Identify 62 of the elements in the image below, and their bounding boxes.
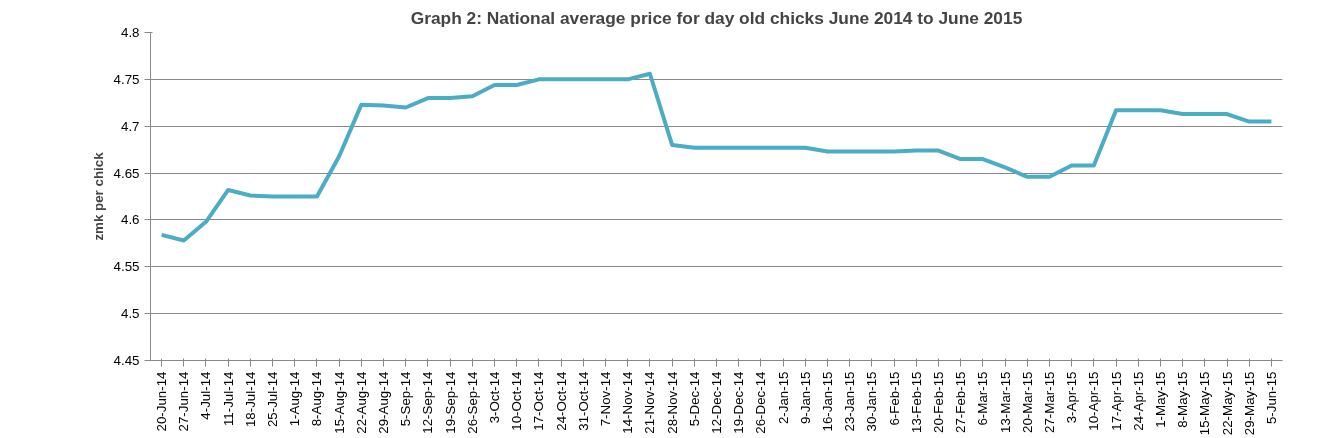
x-tick-label: 20-Feb-15 [930, 371, 946, 433]
x-tick-label: 3-Apr-15 [1064, 371, 1080, 424]
x-tick-label: 8-Aug-14 [309, 370, 325, 427]
x-tick-label: 4-Jul-14 [198, 370, 214, 420]
y-tick-label: 4.75 [113, 71, 140, 87]
x-tick-label: 22-May-15 [1219, 371, 1235, 436]
x-tick-label: 18-Jul-14 [242, 370, 258, 428]
x-tick-label: 10-Apr-15 [1086, 371, 1102, 431]
x-tick-label: 12-Dec-14 [709, 370, 724, 434]
x-tick-label: 23-Jan-15 [842, 371, 858, 432]
x-tick-label: 13-Mar-15 [997, 371, 1013, 433]
x-tick-label: 31-Oct-14 [575, 370, 591, 431]
x-tick-label: 19-Sep-14 [442, 370, 458, 434]
x-tick-label: 3-Oct-14 [487, 370, 503, 424]
x-tick-label: 25-Jul-14 [265, 370, 281, 428]
x-tick-label: 12-Sep-14 [420, 370, 436, 434]
x-tick-label: 13-Feb-15 [908, 371, 924, 433]
x-tick-label: 28-Nov-14 [664, 370, 680, 434]
x-tick-label: 19-Dec-14 [731, 370, 747, 434]
x-tick-label: 15-May-15 [1197, 371, 1213, 436]
x-tick-label: 21-Nov-14 [642, 370, 658, 434]
x-tick-label: 9-Jan-15 [797, 371, 813, 425]
x-tick-label: 10-Oct-14 [509, 370, 525, 431]
x-tick-label: 16-Jan-15 [819, 371, 835, 432]
x-tick-label: 17-Oct-14 [531, 370, 547, 431]
x-tick-label: 5-Sep-14 [398, 370, 414, 427]
chart-title: Graph 2: National average price for day old chicks June 2014 to June 2015 [410, 7, 1023, 28]
x-tick-label: 17-Apr-15 [1108, 371, 1124, 431]
x-tick-label: 8-May-15 [1175, 371, 1191, 428]
x-tick-label: 30-Jan-15 [864, 371, 880, 432]
x-tick-label: 5-Dec-14 [686, 370, 702, 427]
x-tick-label: 26-Dec-14 [753, 370, 769, 434]
x-tick-label: 1-May-15 [1152, 371, 1168, 428]
x-tick-label: 7-Nov-14 [598, 370, 614, 427]
y-tick-label: 4.65 [113, 165, 140, 181]
y-tick-label: 4.45 [113, 353, 140, 368]
y-tick-label: 4.6 [120, 212, 140, 228]
x-tick-label: 11-Jul-14 [220, 370, 236, 427]
y-tick-label: 4.55 [113, 259, 140, 275]
y-tick-label: 4.8 [120, 25, 140, 40]
x-tick-label: 15-Aug-14 [331, 370, 347, 434]
x-tick-label: 29-May-15 [1241, 371, 1257, 436]
x-tick-label: 20-Jun-14 [154, 370, 170, 432]
x-tick-label: 27-Mar-15 [1041, 371, 1057, 433]
x-tick-label: 5-Jun-15 [1263, 371, 1279, 425]
x-tick-label: 6-Mar-15 [975, 371, 991, 426]
x-tick-label: 1-Aug-14 [287, 370, 303, 427]
x-tick-label: 26-Sep-14 [464, 370, 480, 434]
y-tick-label: 4.7 [120, 118, 140, 134]
x-tick-label: 27-Feb-15 [953, 371, 969, 433]
x-tick-label: 29-Aug-14 [376, 370, 392, 434]
x-tick-label: 24-Apr-15 [1130, 371, 1146, 431]
line-series [159, 71, 1274, 243]
y-axis-title: zmk per chick [90, 151, 106, 241]
x-tick-label: 14-Nov-14 [620, 370, 636, 434]
y-tick-label: 4.5 [120, 306, 140, 322]
x-tick-label: 2-Jan-15 [775, 371, 791, 425]
x-tick-label: 20-Mar-15 [1019, 371, 1035, 433]
x-tick-label: 27-Jun-14 [176, 370, 192, 432]
x-tick-label: 22-Aug-14 [353, 370, 369, 434]
x-tick-label: 6-Feb-15 [886, 371, 902, 426]
x-tick-label: 24-Oct-14 [553, 370, 569, 431]
